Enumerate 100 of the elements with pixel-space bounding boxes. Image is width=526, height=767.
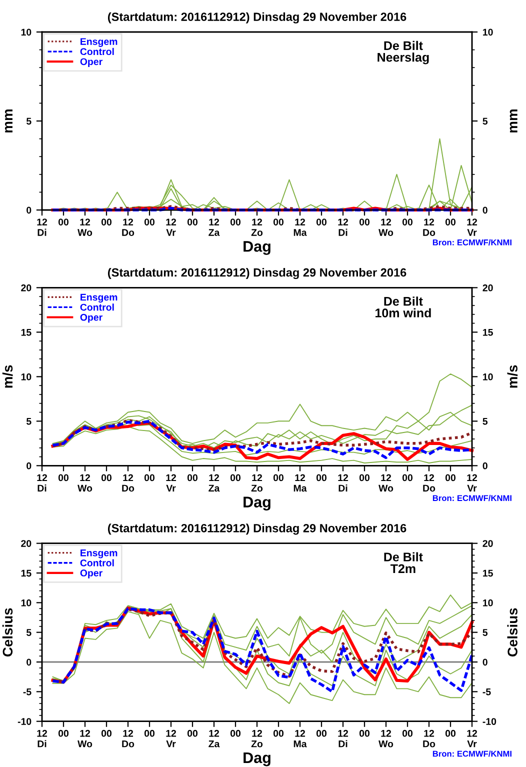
y-tick-label: 10 xyxy=(21,28,32,36)
y2-tick-label: 0 xyxy=(482,658,488,666)
x-tick-label: 00 xyxy=(144,218,155,226)
x-tick-label: 12 Do xyxy=(423,218,436,236)
x-tick-label: 12 Di xyxy=(37,730,48,748)
x-tick-label: 12 Wo xyxy=(378,218,394,236)
x-tick-label: 00 xyxy=(273,218,284,226)
y-tick-label: 0 xyxy=(26,462,32,470)
x-tick-label: 00 xyxy=(445,218,456,226)
x-tick-label: 12 Wo xyxy=(78,730,92,748)
y2-axis-title: m/s xyxy=(507,365,518,388)
x-tick-label: 12 Wo xyxy=(378,730,394,748)
x-tick-label: 12 Di xyxy=(338,218,348,236)
y2-axis-title: Celsius xyxy=(507,608,518,656)
x-tick-label: 00 xyxy=(273,474,284,482)
x-tick-label: 12 Do xyxy=(423,474,436,492)
text: Bron: ECMWF/KNMI xyxy=(432,750,512,757)
x-tick-label: 12 Zo xyxy=(251,474,263,492)
x-tick-label: 00 xyxy=(359,730,370,737)
chart-title: (Startdatum: 2016112912) Dinsdag 29 November 2016 xyxy=(108,12,406,24)
chart-title: (Startdatum: 2016112912) Dinsdag 29 November 2016 xyxy=(108,524,406,535)
x-tick-label: 00 xyxy=(58,474,69,482)
x-tick-label: 12 Di xyxy=(37,218,48,236)
x-tick-label: 12 Do xyxy=(122,730,134,748)
y-axis-title: mm xyxy=(4,110,12,132)
y-tick-label: 15 xyxy=(21,329,32,336)
x-tick-label: 00 xyxy=(144,730,155,737)
x-tick-label: 00 xyxy=(230,730,241,737)
y2-tick-label: 15 xyxy=(483,329,493,336)
x-tick-label: 12 Vr xyxy=(166,218,176,236)
y-tick-label: 5 xyxy=(26,418,32,425)
legend-label: Control xyxy=(80,559,114,566)
y2-tick-label: 20 xyxy=(482,540,493,547)
y-axis-title: m/s xyxy=(2,365,13,388)
annotation: De Bilt T2m xyxy=(384,552,423,573)
x-tick-label: 12 Wo xyxy=(378,474,394,492)
x-tick-label: 12 Wo xyxy=(78,474,92,492)
y-tick-label: 5 xyxy=(26,118,32,125)
y2-tick-label: -5 xyxy=(482,688,491,696)
y2-tick-label: 20 xyxy=(482,284,493,292)
y2-tick-label: 10 xyxy=(483,599,493,606)
legend-label: Oper xyxy=(80,570,102,578)
y2-tick-label: 10 xyxy=(483,28,493,36)
x-tick-label: 12 Vr xyxy=(467,730,478,748)
x-tick-label: 12 Di xyxy=(338,474,348,492)
x-tick-label: 12 Do xyxy=(423,730,436,748)
x-tick-label: 12 Wo xyxy=(78,218,92,236)
y-tick-label: 10 xyxy=(21,599,32,606)
annotation: De Bilt Neerslag xyxy=(378,40,429,64)
x-tick-label: 00 xyxy=(316,474,327,482)
y-tick-label: 0 xyxy=(26,206,32,214)
y2-tick-label: 15 xyxy=(483,570,493,577)
x-tick-label: 00 xyxy=(316,218,327,226)
x-tick-label: 12 Do xyxy=(122,474,134,492)
y-tick-label: 5 xyxy=(26,629,32,636)
x-tick-label: 00 xyxy=(144,474,155,482)
x-tick-label: 00 xyxy=(187,730,198,737)
text: Bron: ECMWF/KNMI xyxy=(432,239,512,246)
x-tick-label: 00 xyxy=(402,730,413,737)
x-tick-label: 00 xyxy=(359,218,370,226)
y-tick-label: 10 xyxy=(21,373,32,380)
x-tick-label: 00 xyxy=(359,474,370,482)
x-tick-label: 00 xyxy=(101,218,112,226)
legend-label: Control xyxy=(80,304,114,311)
x-tick-label: 00 xyxy=(101,474,112,482)
x-tick-label: 00 xyxy=(230,218,241,226)
x-tick-label: 00 xyxy=(402,218,413,226)
chart-title: (Startdatum: 2016112912) Dinsdag 29 November 2016 xyxy=(108,268,406,280)
x-axis-title: Dag xyxy=(244,752,270,766)
x-tick-label: 12 Zo xyxy=(251,218,263,236)
x-tick-label: 12 Ma xyxy=(294,730,307,748)
x-tick-label: 12 Za xyxy=(208,730,220,748)
x-tick-label: 00 xyxy=(273,730,284,737)
y-tick-label: -5 xyxy=(23,688,32,696)
x-axis-title: Dag xyxy=(244,241,270,255)
y2-tick-label: 5 xyxy=(482,418,488,425)
y-tick-label: 20 xyxy=(21,540,32,547)
x-tick-label: 00 xyxy=(316,730,327,737)
legend-label: Ensgem xyxy=(80,38,118,47)
legend-label: Ensgem xyxy=(80,550,118,558)
legend-label: Oper xyxy=(80,314,102,323)
x-tick-label: 00 xyxy=(445,730,456,737)
y2-tick-label: 10 xyxy=(483,373,493,380)
x-tick-label: 12 Do xyxy=(122,218,134,236)
x-tick-label: 12 Za xyxy=(208,474,220,492)
x-tick-label: 12 Za xyxy=(208,218,220,236)
y-axis-title: Celsius xyxy=(2,608,13,656)
y2-axis-title: mm xyxy=(510,110,518,132)
x-tick-label: 00 xyxy=(101,730,112,737)
legend-label: Control xyxy=(80,48,114,56)
y-tick-label: 20 xyxy=(21,284,32,292)
x-tick-label: 00 xyxy=(445,474,456,482)
x-tick-label: 00 xyxy=(58,218,69,226)
x-tick-label: 00 xyxy=(187,218,198,226)
y-tick-label: 0 xyxy=(26,658,32,666)
x-tick-label: 12 Ma xyxy=(294,218,307,236)
y2-tick-label: 5 xyxy=(482,629,488,636)
y2-tick-label: -10 xyxy=(482,718,496,725)
y2-tick-label: 5 xyxy=(482,118,488,125)
text: Bron: ECMWF/KNMI xyxy=(432,494,512,502)
